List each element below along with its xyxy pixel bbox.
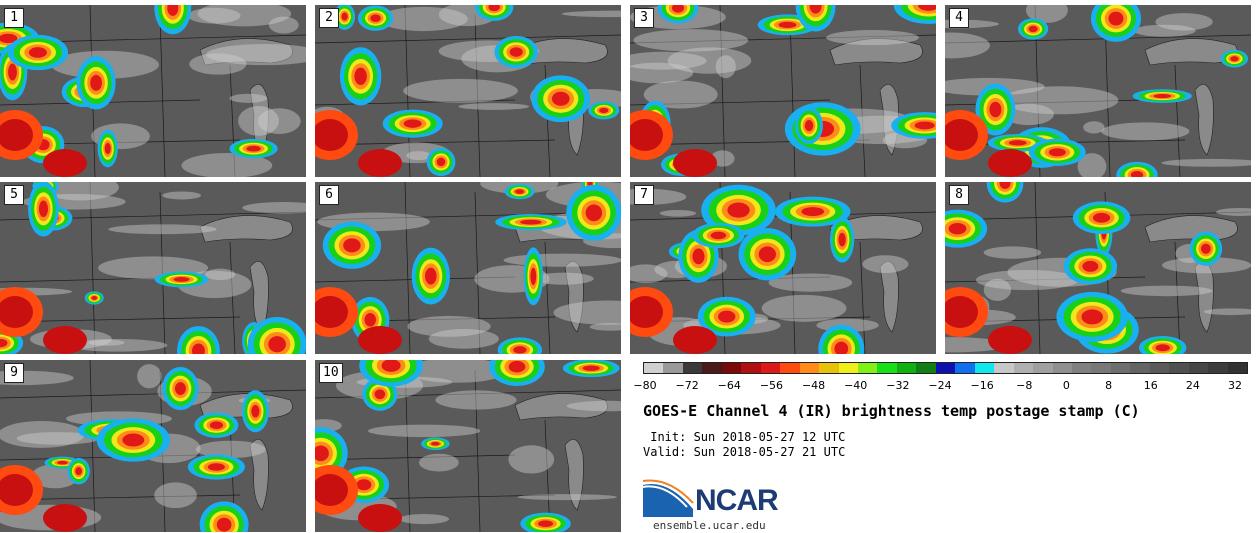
colorbar-bin (799, 363, 820, 373)
panel-number-label: 10 (319, 363, 343, 383)
panel-number-label: 6 (319, 185, 339, 205)
colorbar-tick-label: −16 (970, 379, 994, 392)
colorbar-bin (819, 363, 839, 373)
colorbar-bin (1149, 363, 1170, 373)
map-panel: 10 (315, 360, 621, 532)
panel-number-label: 4 (949, 8, 969, 28)
colorbar-tick-label: −48 (801, 379, 826, 392)
colorbar-tick-label: 32 (1228, 379, 1242, 392)
colorbar-bin (663, 363, 683, 373)
colorbar-bin (935, 363, 956, 373)
colorbar-bin (1091, 363, 1111, 373)
colorbar-bin (1033, 363, 1053, 373)
colorbar-bin (857, 363, 878, 373)
colorbar-ticks: −80 −72 −64 −56 −48 −40 −32 −24 −16 −8 0 8 16 24 32 (633, 375, 1248, 395)
colorbar-bin (1188, 363, 1209, 373)
map-panel: 8 (945, 182, 1251, 354)
map-panel: 9 (0, 360, 306, 532)
panel-number-label: 3 (634, 8, 654, 28)
valid-time: Valid: Sun 2018-05-27 21 UTC (643, 445, 846, 459)
colorbar-bin (644, 363, 664, 373)
map-panel: 7 (630, 182, 936, 354)
panel-number-label: 8 (949, 185, 969, 205)
colorbar-bin (721, 363, 742, 373)
colorbar-bin (1071, 363, 1092, 373)
colorbar-bin (994, 363, 1014, 373)
colorbar-bin (896, 363, 917, 373)
colorbar-bin (780, 363, 800, 373)
colorbar-tick-label: −80 (633, 379, 657, 392)
map-panel: 3 (630, 5, 936, 177)
colorbar (643, 362, 1248, 374)
colorbar-bin (1227, 363, 1248, 373)
colorbar-tick-label: 24 (1185, 379, 1200, 392)
colorbar-bin (1130, 363, 1150, 373)
figure-title: GOES-E Channel 4 (IR) brightness temp po… (643, 402, 1140, 420)
colorbar-bin (1013, 363, 1034, 373)
colorbar-tick-label: 8 (1105, 379, 1113, 392)
colorbar-bin (741, 363, 761, 373)
colorbar-bin (1110, 363, 1131, 373)
colorbar-bin (760, 363, 781, 373)
colorbar-bin (916, 363, 936, 373)
map-panel: 4 (945, 5, 1251, 177)
panel-number-label: 7 (634, 185, 654, 205)
colorbar-bin (1052, 363, 1072, 373)
map-panel: 6 (315, 182, 621, 354)
colorbar-tick-label: −24 (928, 379, 952, 392)
colorbar-bin (877, 363, 897, 373)
colorbar-bin (1208, 363, 1228, 373)
panel-number-label: 1 (4, 8, 24, 28)
colorbar-tick-label: 0 (1062, 379, 1070, 392)
colorbar-bin (702, 363, 722, 373)
colorbar-tick-label: −56 (759, 379, 784, 392)
colorbar-tick-label: −32 (886, 379, 910, 392)
colorbar-bin (955, 363, 975, 373)
colorbar-bin (1169, 363, 1189, 373)
ncar-logo-icon (643, 479, 694, 517)
colorbar-tick-label: −40 (844, 379, 868, 392)
colorbar-tick-label: −72 (675, 379, 699, 392)
map-panel: 2 (315, 5, 621, 177)
colorbar-tick-label: −8 (1016, 379, 1033, 392)
map-panel: 1 (0, 5, 306, 177)
colorbar-tick-label: −64 (717, 379, 741, 392)
colorbar-bin (838, 363, 858, 373)
init-time: Init: Sun 2018-05-27 12 UTC (643, 430, 846, 444)
colorbar-bin (974, 363, 995, 373)
colorbar-bin (682, 363, 703, 373)
panel-number-label: 9 (4, 363, 24, 383)
colorbar-tick-label: 16 (1143, 379, 1158, 392)
map-panel: 5 (0, 182, 306, 354)
ensemble-url: ensemble.ucar.edu (653, 519, 766, 532)
ncar-logo-text: NCAR (695, 484, 779, 517)
panel-number-label: 2 (319, 8, 339, 28)
panel-number-label: 5 (4, 185, 24, 205)
